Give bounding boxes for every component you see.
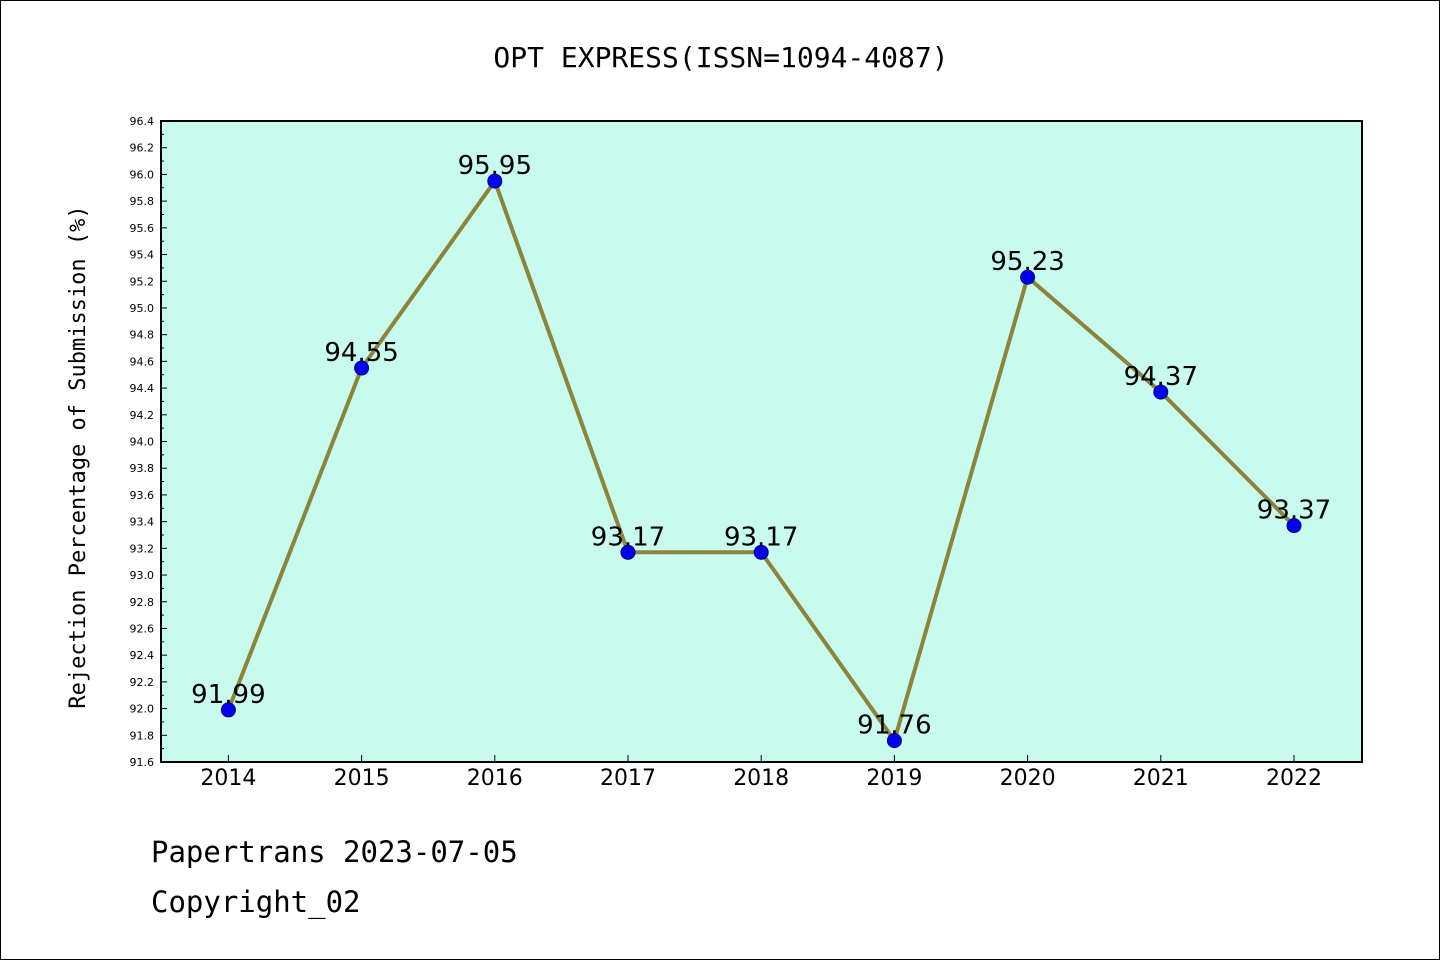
y-tick-label: 93.0: [130, 569, 155, 582]
y-tick-label: 95.4: [130, 249, 155, 262]
x-tick-label: 2020: [1000, 766, 1056, 791]
y-tick-label: 93.2: [130, 542, 155, 555]
y-tick-label: 96.0: [130, 168, 155, 181]
y-tick-label: 93.6: [130, 489, 155, 502]
y-tick-label: 95.6: [130, 222, 155, 235]
plot-frame: [160, 120, 1363, 763]
data-label-group: 91.99 94.55 95.95 93.17 93.17 91.76 95.23 94.37…: [191, 151, 1331, 741]
data-point-marker: [487, 173, 503, 189]
y-tick-label: 92.0: [130, 703, 155, 716]
y-tick-label: 94.0: [130, 436, 155, 449]
y-tick-label: 93.8: [130, 462, 155, 475]
marker-group: [220, 173, 1302, 749]
x-tick-label: 2022: [1266, 766, 1322, 791]
data-point-marker: [886, 733, 902, 749]
data-point-marker: [620, 544, 636, 560]
y-tick-label: 96.4: [130, 115, 155, 128]
y-tick-label: 95.8: [130, 195, 155, 208]
data-point-marker: [1286, 518, 1302, 534]
data-label: 91.99: [191, 680, 265, 710]
chart-title: OPT EXPRESS(ISSN=1094-4087): [493, 41, 948, 74]
y-tick-label: 92.2: [130, 676, 155, 689]
x-tick-label: 2017: [600, 766, 656, 791]
y-tick-label: 94.2: [130, 409, 155, 422]
data-label: 94.55: [324, 338, 398, 368]
y-tick-label: 91.8: [130, 729, 155, 742]
y-tick-label: 94.8: [130, 329, 155, 342]
data-label: 93.17: [591, 522, 665, 552]
data-point-marker: [753, 544, 769, 560]
data-label: 94.37: [1124, 362, 1198, 392]
y-tick-label: 92.6: [130, 622, 155, 635]
y-tick-label: 92.4: [130, 649, 155, 662]
x-tick-label: 2019: [866, 766, 922, 791]
data-label: 95.95: [458, 151, 532, 181]
data-label: 91.76: [857, 711, 931, 741]
y-axis-label: Rejection Percentage of Submission (%): [66, 205, 91, 708]
data-label: 93.37: [1257, 496, 1331, 526]
y-tick-label: 93.4: [130, 516, 155, 529]
plot-area: [161, 121, 1362, 762]
data-point-marker: [1153, 384, 1169, 400]
footer-source: Papertrans 2023-07-05: [151, 835, 518, 869]
data-label: 95.23: [990, 247, 1064, 277]
x-tick-label: 2021: [1133, 766, 1189, 791]
y-axis: 91.6 91.8 92.0 92.2 92.4 92.6 92.8 93.0 93.2 93.4…: [130, 115, 167, 769]
x-tick-label: 2016: [467, 766, 523, 791]
y-tick-label: 95.2: [130, 275, 155, 288]
y-tick-label: 92.8: [130, 596, 155, 609]
x-tick-label: 2018: [733, 766, 789, 791]
y-tick-label: 91.6: [130, 756, 155, 769]
data-point-marker: [354, 360, 370, 376]
data-point-marker: [220, 702, 236, 718]
y-tick-label: 95.0: [130, 302, 155, 315]
data-label: 93.17: [724, 522, 798, 552]
x-tick-label: 2015: [334, 766, 390, 791]
y-tick-label: 96.2: [130, 142, 155, 155]
x-tick-label: 2014: [200, 766, 256, 791]
footer-copyright: Copyright_02: [151, 885, 361, 919]
data-point-marker: [1020, 269, 1036, 285]
y-tick-label: 94.4: [130, 382, 155, 395]
y-tick-label: 94.6: [130, 355, 155, 368]
x-axis: 2014 2015 2016 2017 2018 2019 2020 2021 2022: [200, 755, 1322, 791]
